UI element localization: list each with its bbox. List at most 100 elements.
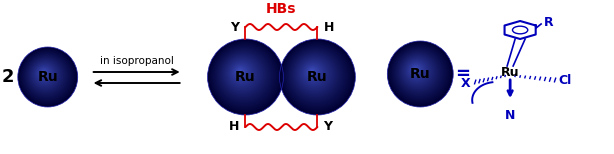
Ellipse shape [298,57,330,90]
Ellipse shape [217,49,270,102]
Text: Cl: Cl [558,73,571,87]
Ellipse shape [303,63,324,83]
Ellipse shape [26,55,66,95]
Ellipse shape [21,50,73,102]
Text: Y: Y [324,120,332,134]
Ellipse shape [286,45,347,106]
Ellipse shape [411,64,422,75]
Ellipse shape [25,55,68,97]
Ellipse shape [229,61,254,86]
Ellipse shape [25,54,69,98]
Ellipse shape [219,51,268,99]
Ellipse shape [387,41,453,107]
Ellipse shape [39,68,49,78]
Text: HBs: HBs [266,2,297,16]
Ellipse shape [290,50,341,100]
Text: Ru: Ru [37,70,58,84]
Ellipse shape [311,70,313,73]
Ellipse shape [227,58,257,89]
Ellipse shape [406,60,428,82]
Ellipse shape [41,70,47,76]
Ellipse shape [211,42,279,111]
Text: R: R [544,16,554,28]
Ellipse shape [308,68,316,76]
Ellipse shape [22,51,72,101]
Ellipse shape [287,47,345,105]
Ellipse shape [282,42,351,111]
Ellipse shape [390,44,449,103]
Ellipse shape [411,65,421,74]
Ellipse shape [393,47,446,99]
Text: H: H [229,120,239,134]
Ellipse shape [282,41,352,112]
Ellipse shape [414,68,416,70]
Ellipse shape [20,50,74,103]
Ellipse shape [18,47,78,107]
Text: H: H [324,20,334,34]
Ellipse shape [37,67,52,81]
Ellipse shape [389,43,451,104]
Ellipse shape [405,59,429,83]
Ellipse shape [40,69,48,77]
Ellipse shape [402,56,433,87]
Ellipse shape [42,72,44,74]
Ellipse shape [292,52,338,97]
Ellipse shape [31,60,61,90]
Ellipse shape [236,67,246,77]
Ellipse shape [304,64,322,81]
Ellipse shape [226,57,258,90]
Text: Ru: Ru [410,67,430,81]
Ellipse shape [305,65,321,80]
Ellipse shape [236,68,244,76]
Ellipse shape [233,65,249,80]
Ellipse shape [20,49,76,105]
Ellipse shape [213,44,276,108]
Ellipse shape [392,46,447,101]
Ellipse shape [223,55,262,93]
Ellipse shape [402,55,434,88]
Ellipse shape [281,40,354,113]
Ellipse shape [214,45,274,106]
Ellipse shape [34,63,56,85]
Ellipse shape [293,53,336,96]
Ellipse shape [36,65,53,83]
Text: X: X [460,77,470,89]
Text: Ru: Ru [307,70,328,84]
Ellipse shape [410,63,423,77]
Ellipse shape [31,61,60,89]
Ellipse shape [230,62,253,84]
Text: Ru: Ru [501,65,519,79]
Ellipse shape [208,39,284,115]
Ellipse shape [232,64,250,81]
Ellipse shape [216,48,272,103]
Ellipse shape [24,53,69,99]
Ellipse shape [397,50,441,94]
Ellipse shape [398,51,440,93]
Ellipse shape [279,39,356,115]
Ellipse shape [231,63,252,83]
Ellipse shape [27,56,65,94]
Ellipse shape [28,57,64,93]
Ellipse shape [223,54,263,95]
Ellipse shape [289,49,342,102]
Ellipse shape [235,66,247,79]
Ellipse shape [299,58,329,89]
Ellipse shape [225,56,260,92]
Ellipse shape [413,67,418,72]
Ellipse shape [302,62,325,84]
Ellipse shape [395,49,442,96]
Ellipse shape [295,55,333,93]
Ellipse shape [23,52,71,100]
Ellipse shape [215,47,273,105]
Ellipse shape [210,41,281,112]
Ellipse shape [395,49,443,97]
Ellipse shape [413,66,419,73]
Text: in isopropanol: in isopropanol [99,56,174,66]
Ellipse shape [398,52,438,92]
Ellipse shape [407,61,427,80]
Text: N: N [505,109,515,122]
Ellipse shape [239,70,241,73]
Ellipse shape [29,59,61,91]
Ellipse shape [29,58,63,92]
Ellipse shape [308,67,317,77]
